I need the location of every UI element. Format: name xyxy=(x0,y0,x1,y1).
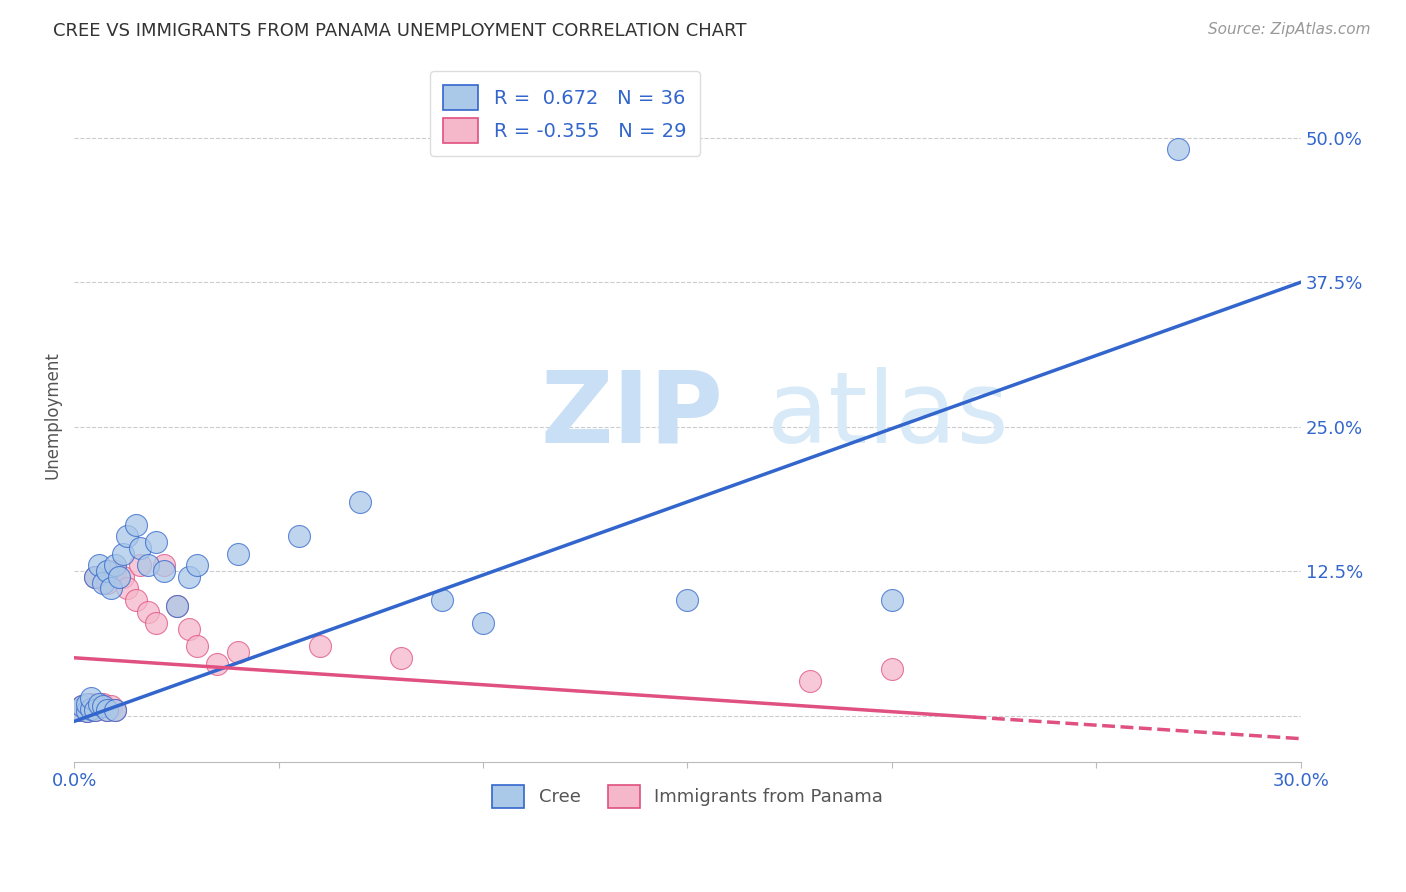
Point xyxy=(308,639,330,653)
Point xyxy=(186,639,208,653)
Point xyxy=(288,529,311,543)
Point xyxy=(207,657,229,671)
Point xyxy=(166,599,188,613)
Point xyxy=(100,582,122,596)
Point xyxy=(104,564,127,578)
Point xyxy=(76,697,98,711)
Point xyxy=(186,558,208,573)
Point xyxy=(83,570,105,584)
Point xyxy=(226,645,249,659)
Point xyxy=(87,699,110,714)
Point xyxy=(799,673,821,688)
Point xyxy=(91,697,114,711)
Point xyxy=(96,575,118,590)
Text: Source: ZipAtlas.com: Source: ZipAtlas.com xyxy=(1208,22,1371,37)
Point xyxy=(67,703,90,717)
Point xyxy=(145,616,167,631)
Point xyxy=(112,547,135,561)
Point xyxy=(136,558,159,573)
Point xyxy=(104,558,127,573)
Text: CREE VS IMMIGRANTS FROM PANAMA UNEMPLOYMENT CORRELATION CHART: CREE VS IMMIGRANTS FROM PANAMA UNEMPLOYM… xyxy=(53,22,747,40)
Point xyxy=(153,558,176,573)
Point xyxy=(117,582,139,596)
Point xyxy=(91,699,114,714)
Point xyxy=(128,558,150,573)
Point xyxy=(87,697,110,711)
Point xyxy=(79,701,101,715)
Point xyxy=(166,599,188,613)
Point xyxy=(76,704,98,718)
Point xyxy=(104,703,127,717)
Point xyxy=(177,622,200,636)
Point xyxy=(96,703,118,717)
Point xyxy=(117,529,139,543)
Point xyxy=(472,616,495,631)
Point xyxy=(432,593,454,607)
Point xyxy=(145,535,167,549)
Point xyxy=(104,703,127,717)
Point xyxy=(79,697,101,711)
Point xyxy=(83,703,105,717)
Point xyxy=(83,570,105,584)
Point xyxy=(136,605,159,619)
Point xyxy=(72,699,94,714)
Point xyxy=(96,564,118,578)
Point xyxy=(79,691,101,706)
Point xyxy=(226,547,249,561)
Point xyxy=(676,593,699,607)
Point xyxy=(108,570,131,584)
Point xyxy=(83,703,105,717)
Point xyxy=(67,703,90,717)
Text: atlas: atlas xyxy=(768,367,1010,464)
Point xyxy=(177,570,200,584)
Text: ZIP: ZIP xyxy=(540,367,723,464)
Point xyxy=(1167,142,1189,156)
Point xyxy=(87,558,110,573)
Point xyxy=(880,662,903,676)
Point xyxy=(76,704,98,718)
Point xyxy=(880,593,903,607)
Point xyxy=(389,650,412,665)
Point xyxy=(153,564,176,578)
Point xyxy=(91,575,114,590)
Y-axis label: Unemployment: Unemployment xyxy=(44,351,60,479)
Point xyxy=(100,699,122,714)
Point xyxy=(349,495,371,509)
Point xyxy=(96,703,118,717)
Point xyxy=(124,593,146,607)
Point xyxy=(128,541,150,555)
Point xyxy=(124,517,146,532)
Legend: Cree, Immigrants from Panama: Cree, Immigrants from Panama xyxy=(485,778,890,815)
Point xyxy=(72,699,94,714)
Point xyxy=(112,570,135,584)
